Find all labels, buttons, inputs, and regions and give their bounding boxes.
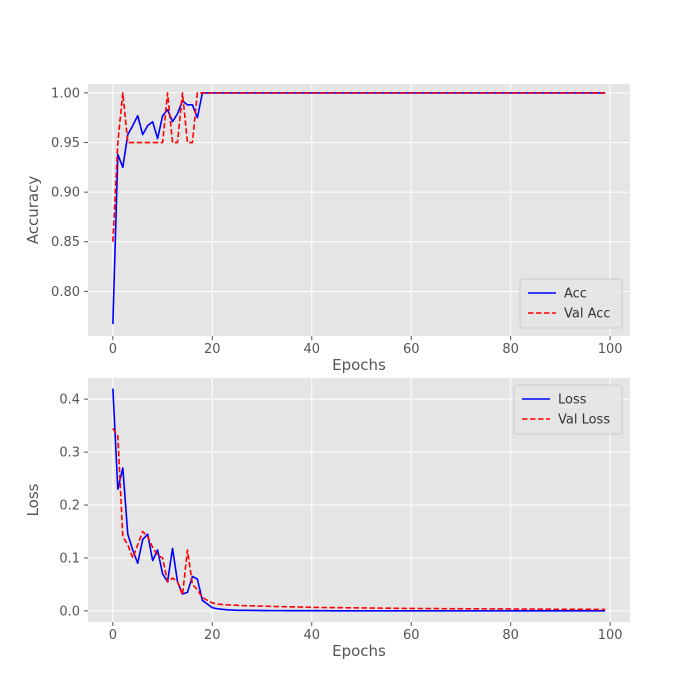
series-line-val-acc bbox=[112, 92, 606, 242]
chart-loss: 0 20 40 60 80 1000.00.10.20.30.4EpochsLossLos… bbox=[24, 378, 630, 660]
y-tick-label: 0.3 bbox=[59, 446, 80, 461]
series-line-loss bbox=[112, 388, 606, 612]
x-tick-label: 80 bbox=[502, 342, 519, 357]
y-tick-label: 0.80 bbox=[51, 285, 80, 300]
x-tick-label: 0 bbox=[109, 342, 117, 357]
y-tick-label: 0.90 bbox=[51, 186, 80, 201]
x-tick-label: 20 bbox=[204, 342, 221, 357]
legend: Loss Val Loss bbox=[513, 384, 623, 435]
series-line-val-loss bbox=[112, 427, 606, 611]
y-tick-label: 0.4 bbox=[59, 393, 80, 408]
y-tick-label: 1.00 bbox=[51, 86, 80, 101]
x-tick-label: 80 bbox=[502, 628, 519, 643]
x-axis-label: Epochs bbox=[332, 642, 386, 660]
x-tick-label: 60 bbox=[403, 342, 420, 357]
x-tick-label: 40 bbox=[303, 628, 320, 643]
y-axis-label: Loss bbox=[24, 483, 42, 516]
x-tick-label: 100 bbox=[598, 342, 623, 357]
x-tick-label: 60 bbox=[403, 628, 420, 643]
y-tick-label: 0.0 bbox=[59, 604, 80, 619]
x-tick-label: 100 bbox=[598, 628, 623, 643]
legend-label: Val Acc bbox=[564, 307, 611, 322]
x-axis-label: Epochs bbox=[332, 356, 386, 374]
x-tick-label: 20 bbox=[204, 628, 221, 643]
legend-box bbox=[513, 384, 623, 435]
x-tick-label: 0 bbox=[109, 628, 117, 643]
y-tick-label: 0.85 bbox=[51, 235, 80, 250]
chart-accuracy: 0 20 40 60 80 100 0.80 0.85 0.90 0.95 1.00 Epochs Ac… bbox=[24, 84, 630, 374]
x-tick-label: 40 bbox=[303, 342, 320, 357]
y-tick-label: 0.95 bbox=[51, 136, 80, 151]
legend-label: Loss bbox=[558, 393, 587, 408]
legend-label: Acc bbox=[564, 287, 587, 302]
y-tick-label: 0.1 bbox=[59, 551, 80, 566]
y-axis-label: Accuracy bbox=[24, 176, 42, 245]
legend: Acc Val Acc bbox=[519, 278, 623, 329]
y-tick-label: 0.2 bbox=[59, 499, 80, 514]
legend-label: Val Loss bbox=[558, 413, 610, 428]
legend-box bbox=[519, 278, 623, 329]
